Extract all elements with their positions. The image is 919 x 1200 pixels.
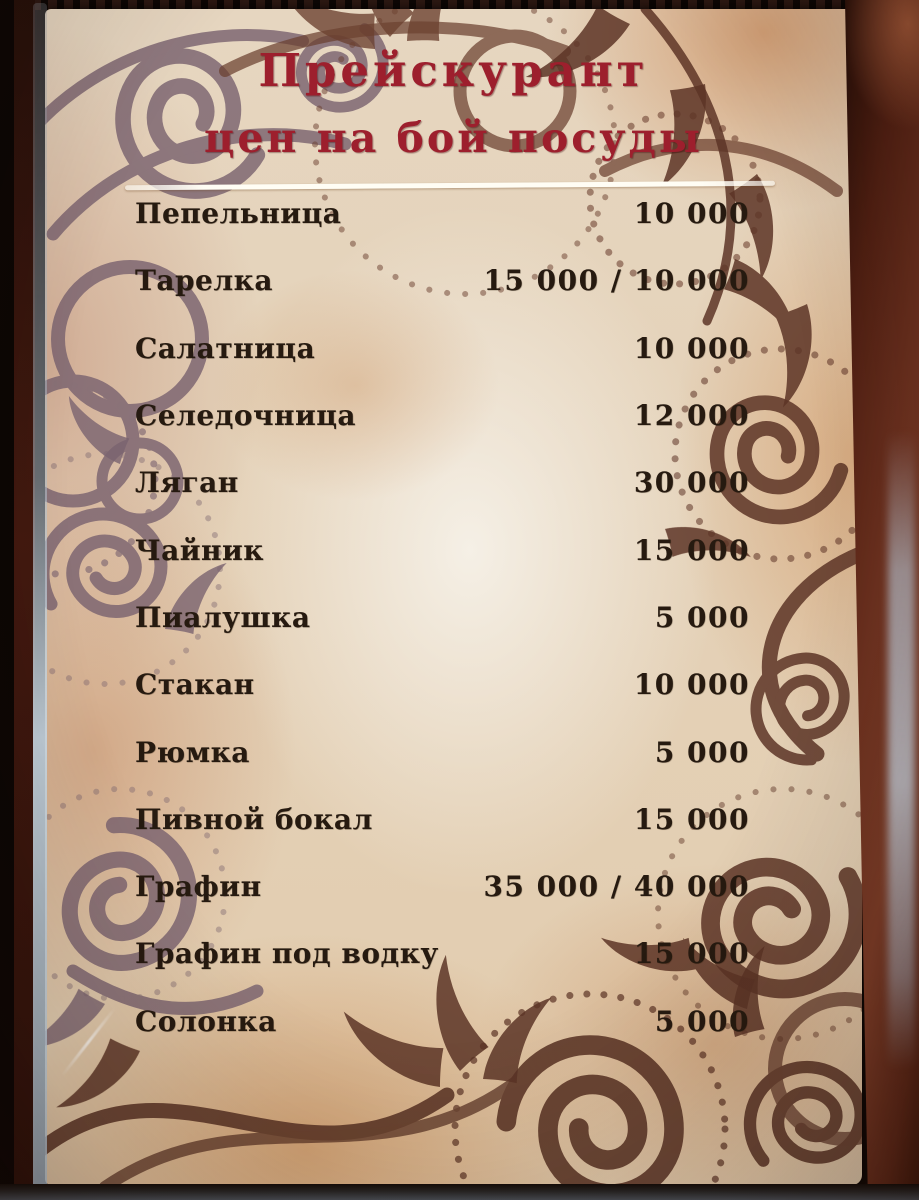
- item-name: Рюмка: [135, 735, 250, 769]
- price-list: Пепельница 10 000 Тарелка 15 000 / 10 00…: [135, 180, 750, 1055]
- folder-top-edge: [0, 0, 919, 10]
- list-item: Рюмка 5 000: [135, 718, 750, 785]
- item-name: Солонка: [135, 1004, 277, 1038]
- list-item: Графин под водку 15 000: [135, 920, 750, 987]
- folder-left-leather: [14, 0, 35, 1200]
- item-price: 10 000: [633, 668, 750, 702]
- list-item: Солонка 5 000: [135, 988, 750, 1055]
- item-price: 35 000 / 40 000: [483, 870, 750, 904]
- flourish-ornament-layer: [45, 9, 862, 1185]
- list-item: Пиалушка 5 000: [135, 584, 750, 651]
- item-price: 5 000: [654, 735, 750, 769]
- price-list-page: Прейскурант цен на бой посуды Пепельница…: [45, 9, 862, 1185]
- item-name: Графин под водку: [135, 937, 439, 971]
- item-name: Селедочница: [135, 399, 357, 433]
- list-item: Стакан 10 000: [135, 651, 750, 718]
- list-item: Пепельница 10 000: [135, 180, 750, 247]
- list-item: Графин 35 000 / 40 000: [135, 853, 750, 920]
- item-price: 15 000: [633, 937, 750, 971]
- item-name: Ляган: [135, 466, 239, 500]
- item-name: Пивной бокал: [135, 802, 373, 836]
- item-name: Пепельница: [135, 197, 342, 231]
- item-name: Пиалушка: [135, 600, 311, 634]
- item-name: Салатница: [135, 331, 316, 365]
- item-price: 12 000: [633, 399, 750, 433]
- item-name: Стакан: [135, 668, 255, 702]
- item-name: Тарелка: [135, 264, 273, 298]
- list-item: Чайник 15 000: [135, 516, 750, 583]
- item-price: 5 000: [654, 1004, 750, 1038]
- item-name: Графин: [135, 870, 262, 904]
- list-item: Пивной бокал 15 000: [135, 786, 750, 853]
- list-item: Ляган 30 000: [135, 449, 750, 516]
- item-price: 30 000: [633, 466, 750, 500]
- list-item: Селедочница 12 000: [135, 382, 750, 449]
- item-name: Чайник: [135, 533, 264, 567]
- title-line-1: Прейскурант: [258, 44, 649, 97]
- folder-left-edge: [0, 0, 16, 1200]
- page-title: Прейскурант цен на бой посуды: [45, 45, 862, 162]
- title-line-2: цен на бой посуды: [204, 113, 703, 162]
- leather-light-reflection: [888, 430, 915, 1070]
- item-price: 15 000 / 10 000: [483, 264, 750, 298]
- ornament-bottom-band: [45, 990, 862, 1185]
- list-item: Тарелка 15 000 / 10 000: [135, 247, 750, 314]
- item-price: 15 000: [633, 533, 750, 567]
- item-price: 15 000: [633, 802, 750, 836]
- item-price: 10 000: [633, 197, 750, 231]
- item-price: 5 000: [654, 600, 750, 634]
- folder-bottom-edge: [0, 1184, 919, 1200]
- plastic-sleeve-edge: [33, 3, 47, 1188]
- item-price: 10 000: [633, 331, 750, 365]
- list-item: Салатница 10 000: [135, 315, 750, 382]
